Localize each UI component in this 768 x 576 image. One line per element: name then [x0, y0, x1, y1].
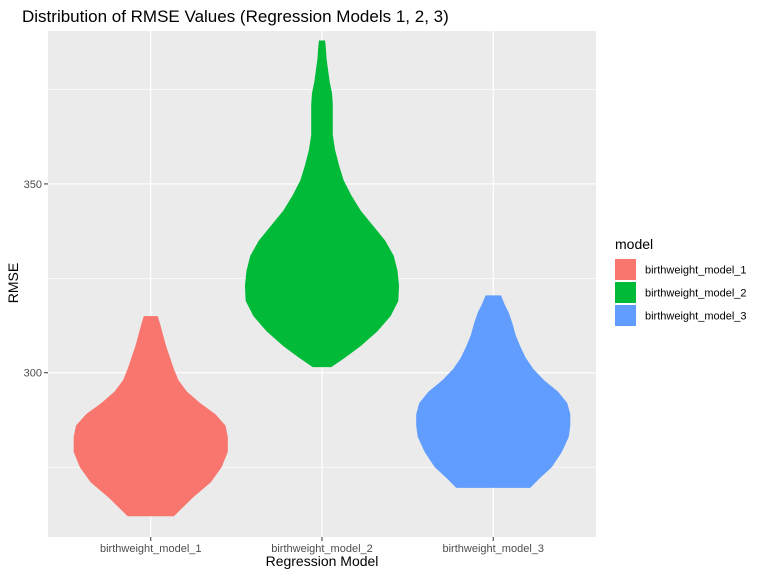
chart-title: Distribution of RMSE Values (Regression … — [22, 7, 449, 26]
violin-birthweight_model_3 — [416, 295, 571, 488]
legend-label: birthweight_model_3 — [645, 311, 747, 323]
violin-birthweight_model_2 — [244, 40, 400, 368]
x-tick-label: birthweight_model_1 — [100, 543, 202, 555]
legend-label: birthweight_model_2 — [645, 288, 747, 300]
x-tick-label: birthweight_model_3 — [442, 543, 544, 555]
y-axis-title: RMSE — [5, 263, 21, 303]
y-tick-label: 300 — [24, 368, 42, 380]
y-tick-label: 350 — [24, 179, 42, 191]
legend-key — [615, 259, 636, 280]
legend-key — [615, 305, 636, 326]
x-tick-label: birthweight_model_2 — [271, 543, 373, 555]
legend: model birthweight_model_1 birthweight_mod… — [615, 236, 747, 326]
legend-label: birthweight_model_1 — [645, 265, 747, 277]
violin-birthweight_model_1 — [73, 316, 228, 517]
x-axis-title: Regression Model — [266, 553, 379, 569]
legend-title: model — [615, 236, 653, 252]
legend-key — [615, 282, 636, 303]
